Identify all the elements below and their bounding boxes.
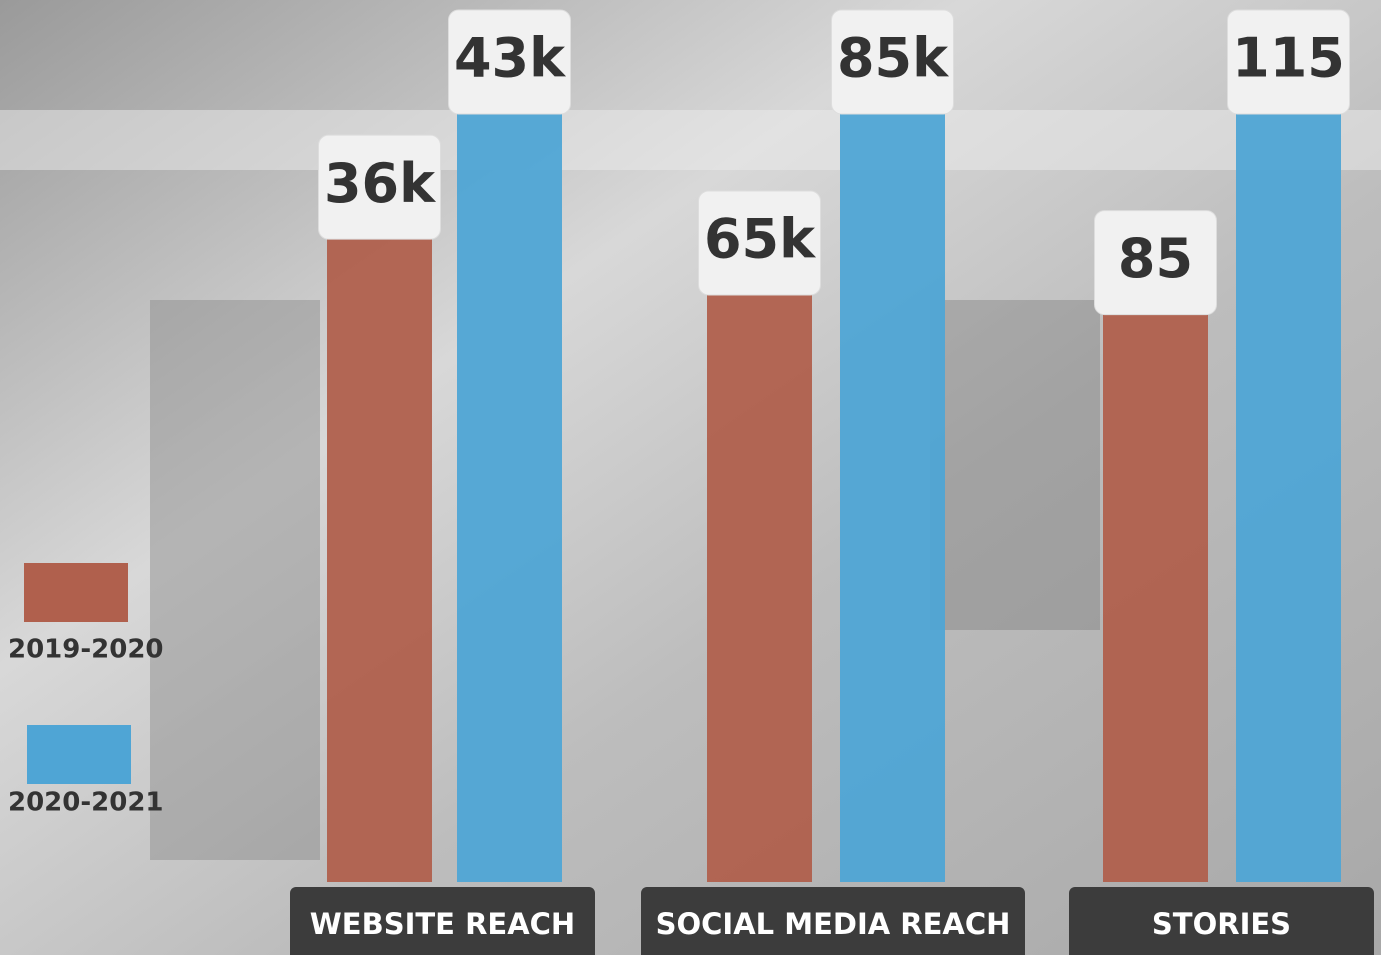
value-label: 36k	[324, 152, 436, 215]
value-label: 115	[1232, 27, 1345, 90]
value-label: 43k	[454, 27, 566, 90]
value-label: 85k	[837, 27, 949, 90]
category-label: SOCIAL MEDIA REACH	[656, 907, 1011, 941]
bar	[1236, 113, 1341, 882]
background-shape	[930, 300, 1100, 630]
bar	[1103, 314, 1208, 882]
category-label: WEBSITE REACH	[310, 907, 575, 941]
bar	[840, 113, 945, 882]
bar	[327, 238, 432, 882]
bar	[457, 113, 562, 882]
background-shape	[0, 110, 1381, 170]
legend-swatch	[27, 725, 131, 784]
category-label: STORIES	[1152, 907, 1291, 941]
legend-label: 2019-2020	[8, 635, 164, 665]
chart: 36k 43k WEBSITE REACH 65k 85k SOCIAL MEDIA RE…	[0, 0, 1381, 955]
value-label: 85	[1118, 227, 1193, 290]
legend-label: 2020-2021	[8, 788, 164, 818]
bar	[707, 294, 812, 882]
value-label: 65k	[704, 208, 816, 271]
background-shape	[150, 300, 320, 860]
legend-swatch	[24, 563, 128, 622]
